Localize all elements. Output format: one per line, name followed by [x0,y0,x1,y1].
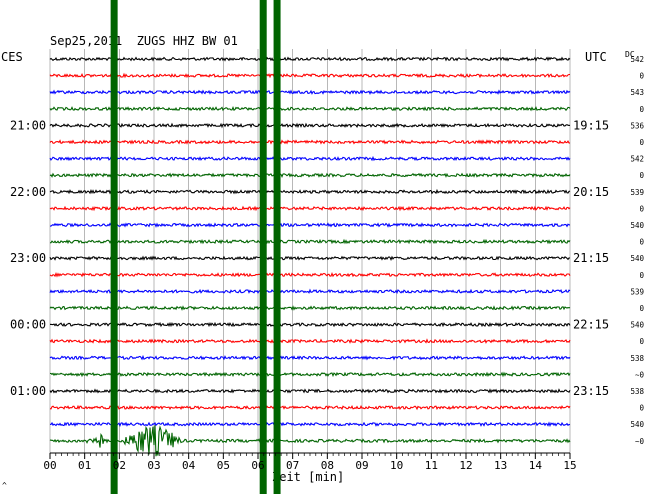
traces [49,56,571,457]
trace-line [49,155,571,162]
trace-line [49,255,571,262]
x-tick-label: 13 [494,459,507,472]
left-hour-label: 21:00 [10,118,46,132]
trace-line [49,205,571,212]
left-timezone-label: CES [1,50,23,64]
trace-line [49,354,571,361]
dc-offset-label: 538 [630,354,644,363]
trace-line [49,288,571,295]
trace-line [49,56,571,62]
dc-offset-label: 0 [639,304,644,313]
trace-line [49,139,571,145]
right-hour-label: 22:15 [573,318,609,332]
dc-header-label: DC [625,50,635,59]
trace-line [49,404,571,411]
dc-offset-label: 540 [630,321,644,330]
event-bands [110,0,281,494]
dc-offset-label: ~0 [635,370,645,379]
trace-line [49,305,571,311]
x-tick-label: 12 [459,459,472,472]
dc-offset-label: 0 [639,171,644,180]
trace-line [49,338,571,344]
dc-offset-label: 0 [639,72,644,81]
left-hour-label: 22:00 [10,185,46,199]
right-timezone-label: UTC [585,50,607,64]
x-tick-label: 15 [563,459,576,472]
trace-line [49,238,571,245]
dc-offset-label: 0 [639,204,644,213]
dc-offset-label: 540 [630,254,644,263]
trace-line [50,222,571,228]
x-tick-label: 07 [286,459,299,472]
dc-offset-label: 539 [630,188,644,197]
dc-offset-label: 0 [639,138,644,147]
x-axis: 00 01 02 03 04 05 06 07 08 09 10 11 12 13 14 15 [43,452,577,472]
left-hour-label: 01:00 [10,384,46,398]
x-tick-label: 02 [113,459,126,472]
dc-offset-label: 540 [630,221,644,230]
x-tick-label: 09 [355,459,368,472]
dc-offset-label: 0 [639,238,644,247]
trace-line [49,321,571,328]
dc-offset-label: 0 [639,271,644,280]
x-tick-label: 08 [321,459,334,472]
dc-offset-label: 542 [630,155,644,164]
trace-line [49,172,571,178]
dc-offset-label: ~0 [635,437,645,446]
trace-line [49,122,571,129]
right-hour-label: 21:15 [573,251,609,265]
trace-line [49,106,571,112]
trace-line [49,72,570,79]
x-axis-label: Zeit [min] [272,470,344,484]
x-tick-label: 10 [390,459,403,472]
trace-line [49,89,571,95]
trace-line [49,371,571,378]
dc-offset-label: 0 [639,105,644,114]
right-hour-label: 20:15 [573,185,609,199]
dc-offset-label: 539 [630,287,644,296]
dc-offset-label: 542 [630,55,644,64]
x-tick-label: 03 [147,459,160,472]
event-band [259,0,267,494]
trace-line [49,425,571,457]
trace-line [49,188,571,195]
footnote-mark: ^ [2,481,7,490]
right-hour-label: 23:15 [573,384,609,398]
grid [49,49,571,453]
side-labels: 21:00 22:00 23:00 00:00 01:00 19:15 20:15 21:15… [10,55,644,446]
dc-offset-label: 0 [639,337,644,346]
x-tick-label: 01 [78,459,91,472]
dc-offset-label: 540 [630,420,644,429]
trace-line [49,421,571,428]
dc-offset-label: 543 [630,88,644,97]
chart-title: Sep25,2011 ZUGS HHZ BW 01 [50,34,238,48]
dc-offset-label: 0 [639,404,644,413]
dc-offset-label: 538 [630,387,644,396]
right-hour-label: 19:15 [573,118,609,132]
left-hour-label: 00:00 [10,318,46,332]
dc-offset-label: 536 [630,121,644,130]
event-band [273,0,281,494]
x-tick-label: 06 [251,459,264,472]
left-hour-label: 23:00 [10,251,46,265]
x-tick-label: 00 [43,459,56,472]
x-tick-label: 11 [425,459,438,472]
x-tick-label: 04 [182,459,196,472]
event-band [110,0,118,494]
x-tick-label: 05 [217,459,230,472]
x-tick-label: 14 [529,459,543,472]
trace-line [49,388,571,394]
trace-line [49,271,571,278]
